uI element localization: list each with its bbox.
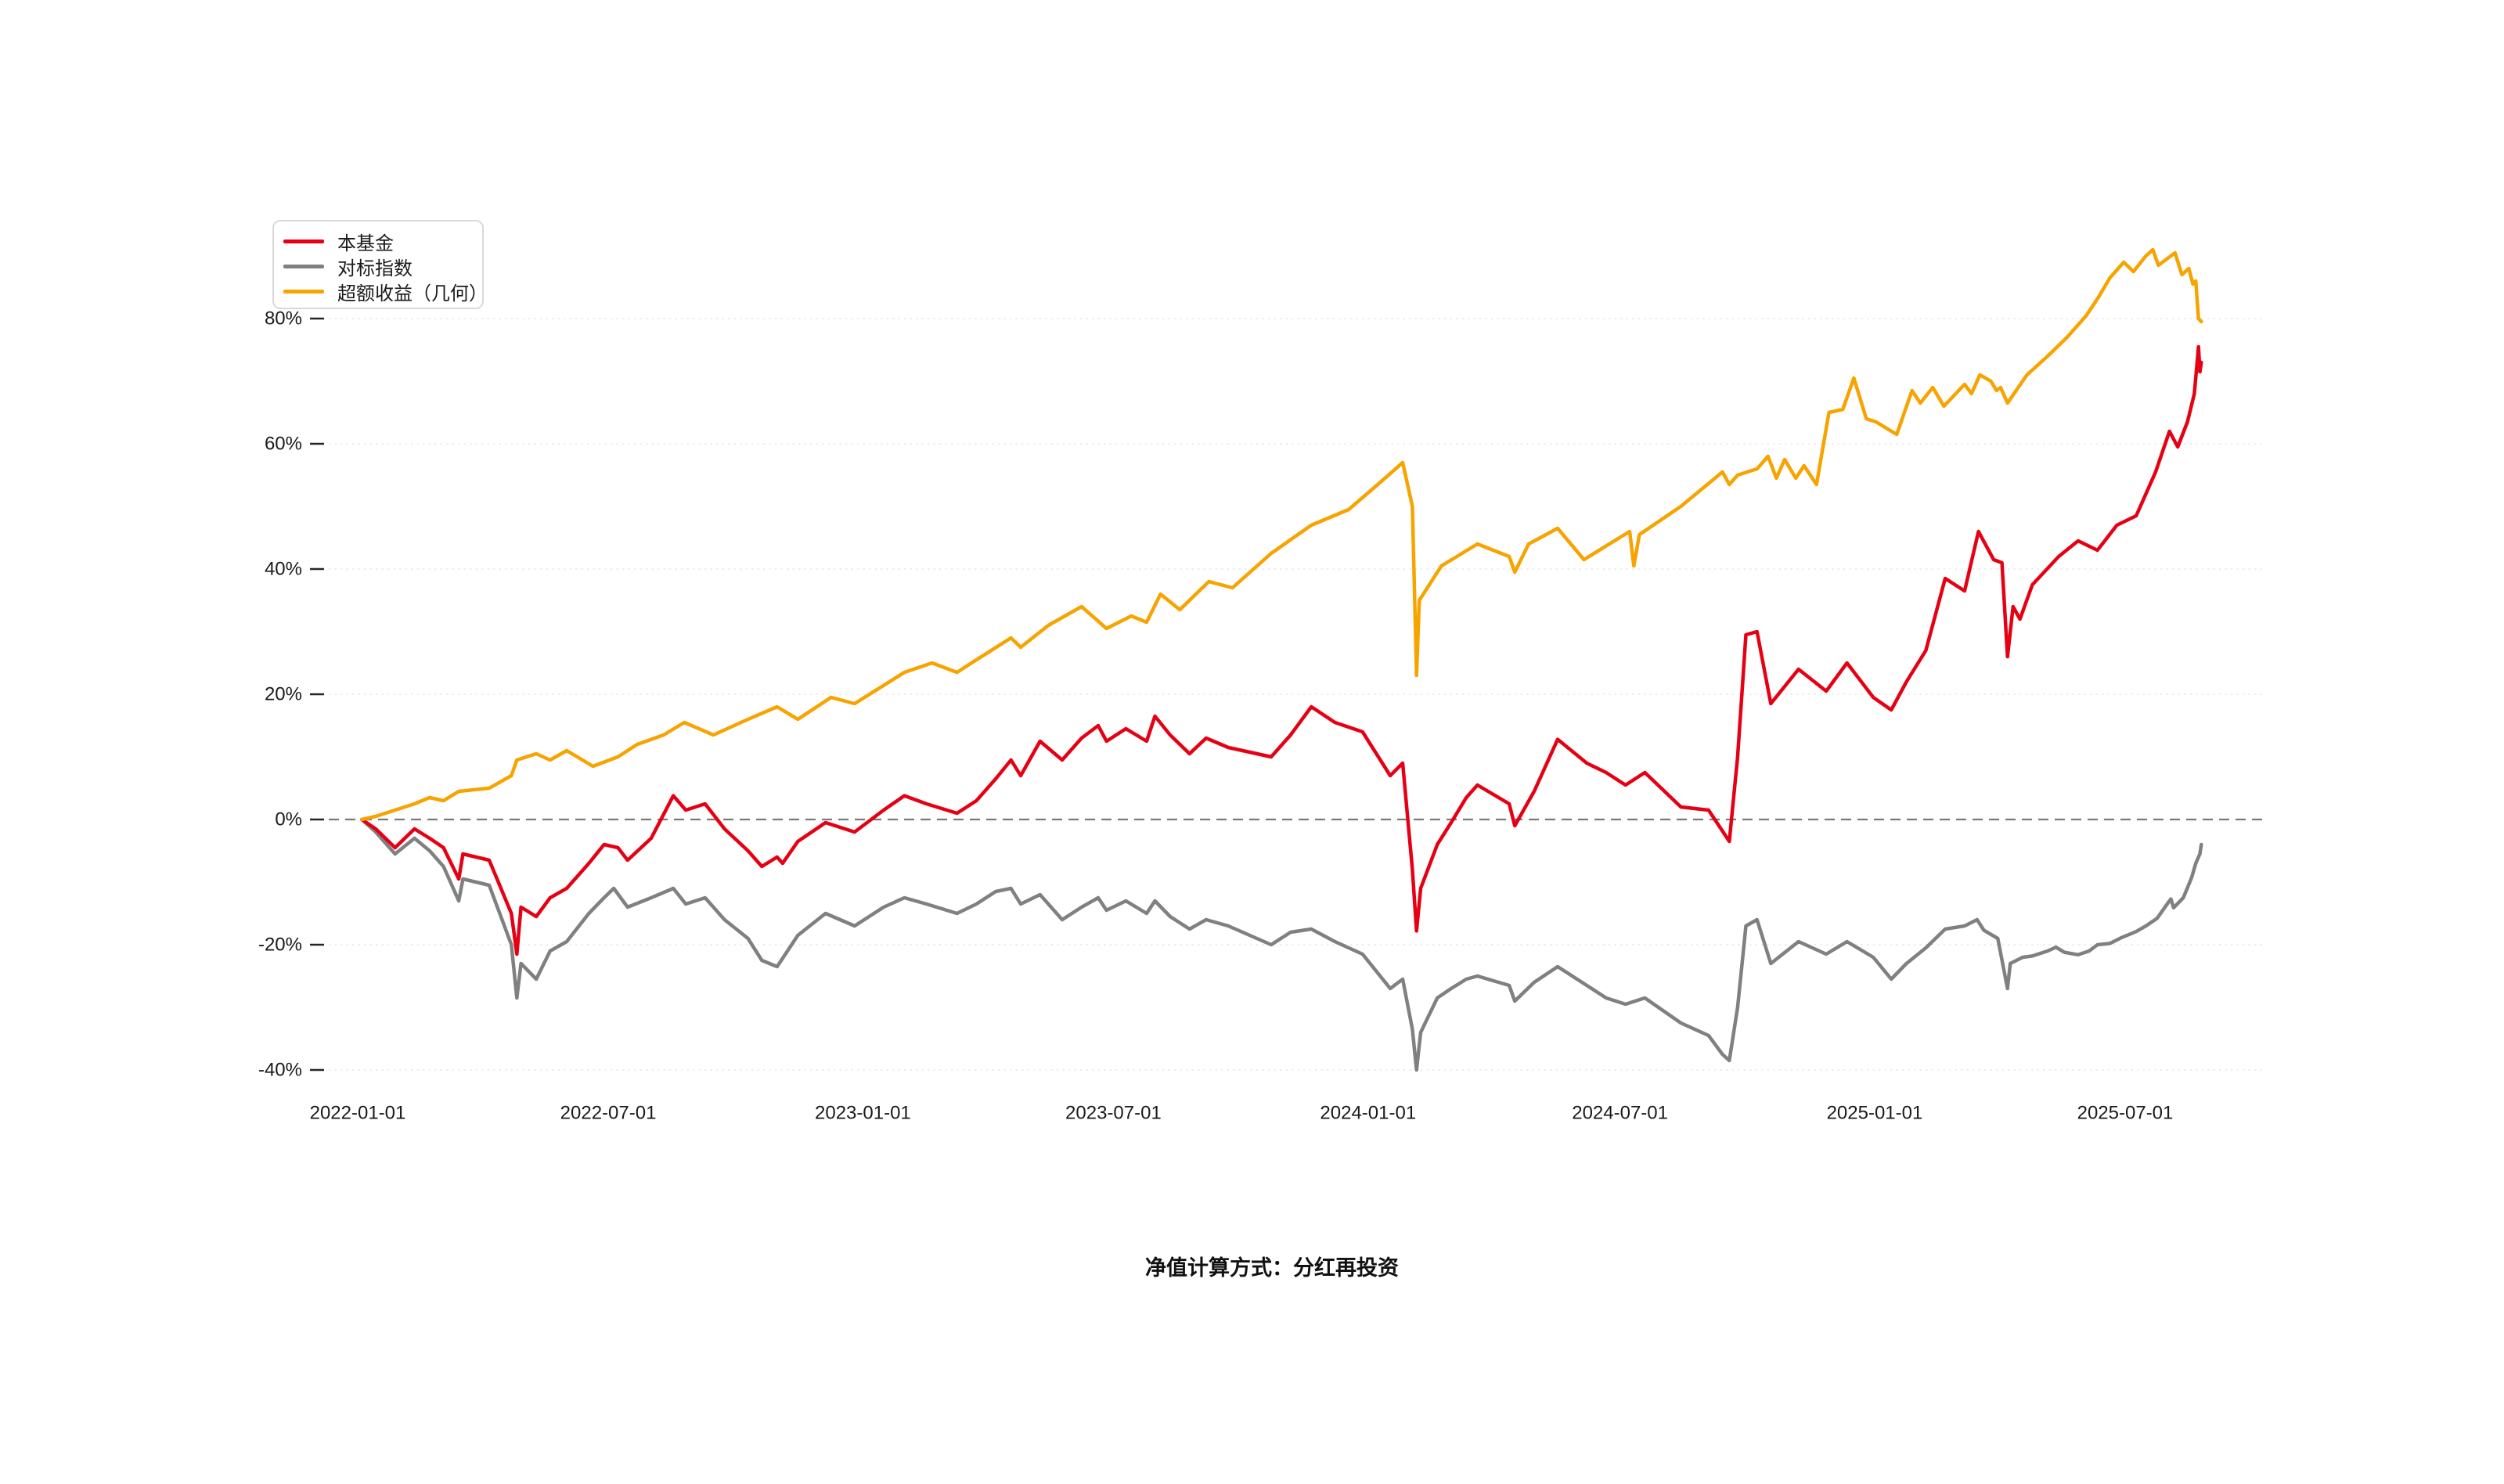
series-line-excess-return [360, 247, 2203, 822]
gridlines [329, 318, 2262, 1071]
y-axis-tick-label: -20% [258, 935, 302, 956]
x-axis-tick-label: 2025-01-01 [1827, 1103, 1923, 1124]
y-axis-tick-label: 80% [265, 308, 302, 330]
legend-label-fund: 本基金 [337, 232, 394, 254]
legend-item-excess-return: 超额收益（几何） [283, 279, 488, 304]
x-axis-tick-label: 2023-07-01 [1065, 1103, 1162, 1124]
excess-return-line-swatch [283, 289, 324, 294]
series-line-fund [360, 344, 2203, 956]
x-axis-tick-label: 2023-01-01 [815, 1103, 911, 1124]
x-axis-labels: 2022-01-01 2022-07-01 2023-01-01 2023-07-01… [310, 1103, 2174, 1124]
series-line-benchmark [360, 817, 2203, 1072]
benchmark-line-swatch [283, 264, 324, 268]
legend-item-benchmark: 对标指数 [283, 254, 474, 279]
x-axis-tick-label: 2022-07-01 [560, 1103, 657, 1124]
y-axis-tick-label: 20% [265, 684, 302, 705]
legend-item-fund: 本基金 [283, 229, 474, 254]
y-axis-ticks [310, 317, 324, 1072]
x-axis-tick-label: 2024-07-01 [1572, 1103, 1668, 1124]
y-axis-labels: 80% 60% 40% 20% 0% -20% -40% [258, 308, 302, 1081]
y-axis-tick-label: 0% [275, 809, 302, 830]
y-axis-tick-label: 60% [265, 434, 302, 455]
y-axis-tick-label: -40% [258, 1060, 302, 1081]
chart-legend: 本基金 对标指数 超额收益（几何） [272, 220, 488, 309]
y-axis-tick-label: 40% [265, 559, 302, 580]
nav-calculation-note: 净值计算方式：分红再投资 [1145, 1256, 1399, 1280]
x-axis-tick-label: 2024-01-01 [1320, 1103, 1416, 1124]
x-axis-tick-label: 2025-07-01 [2077, 1103, 2174, 1124]
x-axis-tick-label: 2022-01-01 [310, 1103, 406, 1124]
fund-line-swatch [283, 239, 324, 243]
legend-label-benchmark: 对标指数 [337, 258, 413, 279]
legend-label-excess-return: 超额收益（几何） [337, 283, 488, 304]
series-lines [360, 247, 2203, 1072]
